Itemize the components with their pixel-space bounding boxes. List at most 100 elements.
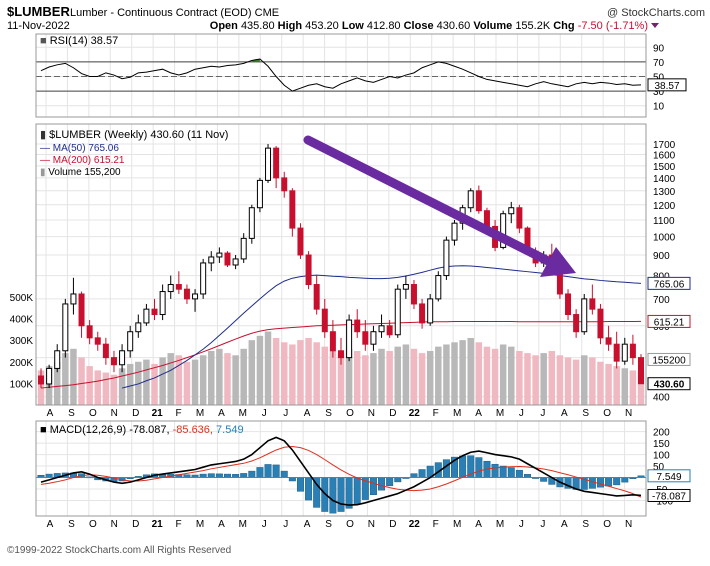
chg-label: Chg	[553, 20, 577, 32]
volume-bar	[94, 370, 101, 405]
x-tick-label: M	[453, 408, 461, 419]
volume-bar	[410, 348, 418, 405]
candle-body	[354, 319, 361, 333]
header-description: Lumber - Continuous Contract (EOD) CME	[70, 7, 279, 19]
candle-body	[159, 291, 166, 316]
candle-body	[273, 147, 280, 179]
price-legend-text: $LUMBER (Weekly) 430.60 (11 Nov)	[49, 129, 228, 141]
open-value: 435.80	[241, 20, 278, 32]
volume-bar	[78, 357, 85, 405]
x-tick-label: S	[325, 519, 332, 530]
price-legend-title: ▮ $LUMBER (Weekly) 430.60 (11 Nov)	[40, 129, 228, 141]
x-tick-label: 22	[409, 408, 421, 419]
candle-body	[475, 190, 482, 212]
volume-bar	[613, 366, 620, 405]
macd-tag-box	[647, 488, 691, 502]
macd-tag-box	[647, 469, 691, 483]
macd-hist-bar	[240, 473, 248, 478]
x-tick-label: O	[89, 408, 97, 419]
x-tick-label: O	[346, 408, 354, 419]
macd-tag: 7.549	[656, 472, 681, 483]
volume-ytick: 100K	[10, 379, 34, 390]
trend-arrow-head-icon	[540, 247, 576, 277]
macd-hist-bar	[248, 470, 256, 478]
x-tick-label: A	[475, 519, 482, 530]
candle-body	[589, 298, 596, 310]
volume-bar	[572, 359, 580, 405]
macd-hist-bar	[621, 477, 629, 483]
volume-bar	[289, 344, 296, 405]
x-tick-label: N	[625, 519, 632, 530]
x-tick-label: M	[496, 408, 504, 419]
volume-bar	[353, 350, 361, 405]
candle-body	[151, 308, 158, 316]
volume-bar	[70, 348, 77, 405]
macd-tag: -78.087	[652, 491, 686, 502]
macd-hist-bar	[588, 477, 596, 489]
x-tick-label: N	[625, 408, 632, 419]
volume-bar	[540, 353, 547, 405]
candle-body	[135, 322, 142, 333]
volume-bar	[378, 348, 385, 405]
volume-bar	[426, 350, 434, 405]
macd-hist-bar	[459, 455, 467, 478]
macd-ytick: 200	[653, 428, 670, 439]
x-tick-label: J	[283, 519, 288, 530]
candle-body	[102, 343, 109, 359]
x-tick-label: M	[496, 519, 504, 530]
rsi-ytick: 10	[653, 102, 665, 113]
ma200-legend: — MA(200) 615.21	[40, 155, 125, 166]
volume-tag: 155200	[652, 355, 686, 366]
volume-bar	[548, 350, 556, 405]
price-ytick: 1400	[653, 174, 676, 185]
volume-bar	[240, 348, 247, 405]
x-tick-label: A	[304, 519, 311, 530]
candle-body	[200, 262, 207, 295]
volume-bar	[459, 340, 466, 405]
x-tick-label: S	[582, 408, 589, 419]
volume-bar	[581, 355, 588, 405]
macd-hist-bar	[223, 473, 231, 478]
volume-bar	[435, 346, 442, 405]
volume-bar	[564, 357, 572, 405]
macd-ytick: 150	[653, 439, 670, 450]
rsi-ytick: 30	[653, 87, 665, 98]
volume-bar	[208, 350, 215, 405]
volume-ytick: 200K	[10, 358, 34, 369]
volume-bar	[305, 337, 312, 405]
candle-body	[54, 350, 61, 369]
volume-bar	[491, 348, 499, 405]
volume-bar	[589, 357, 596, 405]
volume-bar	[402, 344, 410, 405]
volume-bar	[256, 335, 264, 405]
x-tick-label: D	[389, 519, 396, 530]
x-tick-label: F	[176, 408, 182, 419]
x-tick-label: J	[519, 519, 524, 530]
volume-bar	[451, 342, 458, 405]
macd-legend-hist: 7.549	[216, 424, 244, 436]
rsi-ytick: 90	[653, 43, 665, 54]
trend-arrow-shaft	[303, 135, 553, 266]
candle-body	[597, 308, 604, 339]
x-tick-label: D	[389, 408, 396, 419]
ma50-legend: — MA(50) 765.06	[40, 143, 119, 154]
volume-bar	[516, 350, 523, 405]
volume-bar	[386, 350, 393, 405]
candle-body	[208, 256, 215, 264]
rsi-value-tag-box	[647, 78, 687, 92]
volume-bar	[159, 357, 166, 405]
macd-legend: ■ MACD(12,26,9) -78.087, -85.636, 7.549	[40, 424, 244, 436]
candle-body	[427, 298, 434, 324]
price-tag: 765.06	[654, 279, 685, 290]
price-tag: 430.60	[654, 380, 685, 391]
x-tick-label: S	[68, 519, 75, 530]
rsi-ytick: 50	[653, 73, 665, 84]
header-date: 11-Nov-2022	[7, 20, 70, 32]
macd-hist-bar	[378, 477, 386, 491]
volume-bar	[297, 340, 304, 405]
volume-bar	[313, 342, 320, 405]
rsi-line	[40, 58, 642, 92]
ma200-line	[40, 320, 642, 389]
volume-ytick: 500K	[10, 293, 34, 304]
x-tick-label: S	[68, 408, 75, 419]
